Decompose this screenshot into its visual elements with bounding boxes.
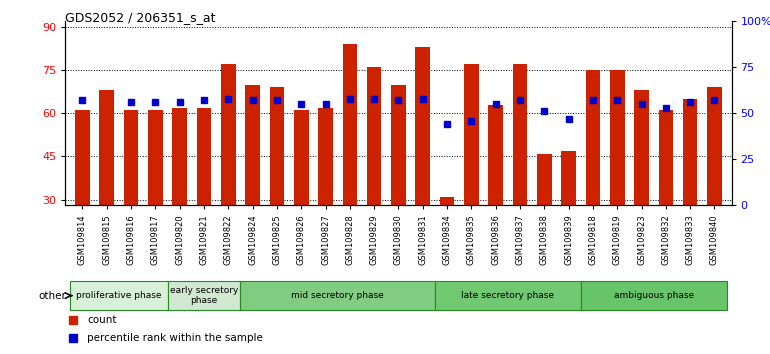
- Bar: [629, 21, 654, 205]
- Text: early secretory
phase: early secretory phase: [170, 286, 238, 305]
- Bar: [143, 21, 168, 205]
- Bar: [387, 21, 410, 205]
- Bar: [634, 90, 649, 205]
- Text: ambiguous phase: ambiguous phase: [614, 291, 694, 300]
- Text: proliferative phase: proliferative phase: [76, 291, 162, 300]
- Bar: [246, 85, 260, 205]
- Text: count: count: [87, 315, 116, 325]
- Bar: [343, 44, 357, 205]
- Bar: [70, 281, 168, 310]
- Text: GDS2052 / 206351_s_at: GDS2052 / 206351_s_at: [65, 11, 216, 24]
- Bar: [678, 21, 702, 205]
- Bar: [99, 90, 114, 205]
- Bar: [654, 21, 678, 205]
- Bar: [168, 21, 192, 205]
- Bar: [172, 108, 187, 205]
- Bar: [119, 21, 143, 205]
- Bar: [70, 21, 95, 205]
- Bar: [537, 154, 551, 205]
- Bar: [338, 21, 362, 205]
- Bar: [513, 64, 527, 205]
- Bar: [508, 21, 532, 205]
- Bar: [416, 47, 430, 205]
- Text: percentile rank within the sample: percentile rank within the sample: [87, 333, 263, 343]
- Bar: [270, 87, 284, 205]
- Bar: [313, 21, 338, 205]
- Bar: [240, 281, 435, 310]
- Bar: [289, 21, 313, 205]
- Bar: [435, 21, 459, 205]
- Text: other: other: [38, 291, 66, 301]
- Bar: [561, 151, 576, 205]
- Bar: [265, 21, 289, 205]
- Bar: [581, 21, 605, 205]
- Bar: [488, 105, 503, 205]
- Text: mid secretory phase: mid secretory phase: [291, 291, 384, 300]
- Bar: [192, 21, 216, 205]
- Bar: [610, 70, 624, 205]
- Bar: [367, 67, 381, 205]
- Bar: [459, 21, 484, 205]
- Bar: [707, 87, 721, 205]
- Bar: [148, 110, 162, 205]
- Bar: [124, 110, 139, 205]
- Bar: [440, 197, 454, 205]
- Bar: [216, 21, 240, 205]
- Bar: [362, 21, 387, 205]
- Bar: [75, 110, 90, 205]
- Bar: [658, 110, 673, 205]
- Bar: [464, 64, 479, 205]
- Bar: [318, 108, 333, 205]
- Bar: [221, 64, 236, 205]
- Bar: [586, 70, 601, 205]
- Bar: [605, 21, 629, 205]
- Bar: [702, 21, 727, 205]
- Bar: [95, 21, 119, 205]
- Bar: [435, 281, 581, 310]
- Bar: [532, 21, 557, 205]
- Bar: [240, 21, 265, 205]
- Bar: [410, 21, 435, 205]
- Text: late secretory phase: late secretory phase: [461, 291, 554, 300]
- Bar: [294, 110, 309, 205]
- Bar: [196, 108, 211, 205]
- Bar: [391, 85, 406, 205]
- Bar: [168, 281, 240, 310]
- Bar: [484, 21, 508, 205]
- Bar: [557, 21, 581, 205]
- Bar: [683, 99, 698, 205]
- Bar: [581, 281, 727, 310]
